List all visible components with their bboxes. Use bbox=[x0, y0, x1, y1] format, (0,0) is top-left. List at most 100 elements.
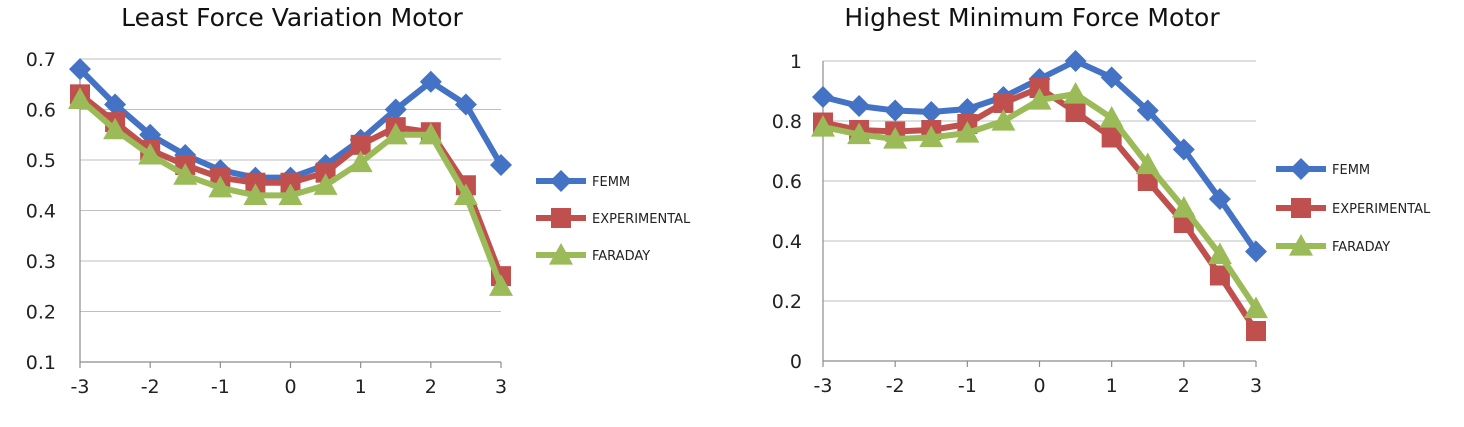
y-tick-label: 0.4 bbox=[772, 231, 802, 253]
data-point bbox=[1207, 242, 1232, 265]
data-point bbox=[955, 121, 980, 143]
legend-marker bbox=[551, 208, 571, 228]
legend-marker bbox=[1289, 234, 1313, 256]
data-point bbox=[1027, 88, 1052, 110]
x-tick-label: 1 bbox=[355, 376, 367, 398]
y-tick-label: 0.2 bbox=[26, 302, 56, 324]
data-point bbox=[847, 122, 872, 145]
legend-label: FARADAY bbox=[1332, 240, 1390, 255]
legend-entry: FEMM bbox=[536, 170, 630, 192]
data-point bbox=[348, 150, 373, 173]
y-tick-label: 0.8 bbox=[772, 111, 802, 133]
data-point bbox=[1101, 127, 1122, 148]
legend-entry: EXPERIMENTAL bbox=[536, 208, 691, 228]
chart-highest-minimum-force: Highest Minimum Force Motor 0 0.2 0.4 0.6 0.… bbox=[772, 3, 1431, 397]
legend-entry: EXPERIMENTAL bbox=[1276, 198, 1431, 218]
legend-entry: FEMM bbox=[1276, 158, 1370, 180]
data-point bbox=[208, 175, 233, 198]
data-point bbox=[920, 101, 943, 123]
y-tick-label: 0.3 bbox=[26, 251, 56, 273]
x-tick-label: -3 bbox=[71, 376, 90, 398]
data-point bbox=[383, 122, 408, 145]
data-point bbox=[313, 173, 338, 195]
data-point bbox=[884, 99, 907, 122]
legend-marker bbox=[1290, 158, 1312, 180]
data-point bbox=[68, 87, 92, 109]
data-point bbox=[454, 93, 477, 116]
data-point bbox=[69, 58, 91, 81]
data-point bbox=[993, 93, 1014, 113]
x-tick-label: 0 bbox=[284, 376, 296, 398]
series-faraday bbox=[68, 87, 513, 296]
data-point bbox=[991, 109, 1016, 131]
data-point bbox=[1245, 240, 1267, 263]
legend-label: EXPERIMENTAL bbox=[592, 212, 691, 227]
data-point bbox=[1099, 106, 1124, 128]
y-tick-label: 0.6 bbox=[26, 100, 56, 122]
legend-marker bbox=[549, 243, 573, 265]
y-tick-label: 0.6 bbox=[772, 171, 802, 193]
x-tick-label: -1 bbox=[211, 376, 230, 398]
legend-entry: FARADAY bbox=[1276, 234, 1390, 256]
data-point bbox=[245, 172, 266, 193]
x-tick-label: 0 bbox=[1033, 375, 1045, 397]
data-point bbox=[350, 134, 371, 155]
legend-entry: FARADAY bbox=[536, 243, 650, 265]
data-point bbox=[1064, 50, 1087, 72]
y-tick-label: 1 bbox=[790, 51, 802, 73]
y-tick-label: 0.2 bbox=[772, 291, 802, 313]
x-tick-label: -2 bbox=[141, 376, 160, 398]
chart-title: Least Force Variation Motor bbox=[121, 3, 463, 32]
data-point bbox=[419, 70, 442, 93]
x-tick-label: -1 bbox=[958, 375, 977, 397]
legend-label: FARADAY bbox=[592, 249, 650, 264]
chart-least-force-variation: Least Force Variation Motor 0.1 0.2 0.3 0.4… bbox=[26, 3, 691, 398]
data-point bbox=[138, 142, 163, 165]
data-point bbox=[1244, 296, 1268, 319]
data-point bbox=[811, 115, 835, 137]
series-femm bbox=[69, 58, 512, 189]
data-point bbox=[812, 86, 834, 108]
data-point bbox=[278, 183, 303, 205]
y-tick-label: 0 bbox=[790, 351, 802, 373]
legend-label: FEMM bbox=[592, 175, 630, 190]
data-point bbox=[103, 117, 128, 140]
data-point bbox=[1171, 196, 1196, 218]
x-tick-label: -2 bbox=[886, 375, 905, 397]
data-point bbox=[1246, 321, 1266, 341]
data-point bbox=[418, 122, 443, 145]
y-tick-label: 0.1 bbox=[26, 352, 56, 374]
x-tick-label: 1 bbox=[1106, 375, 1118, 397]
data-point bbox=[1135, 152, 1160, 175]
y-tick-label: 0.7 bbox=[26, 49, 56, 71]
series-experimental bbox=[813, 78, 1266, 341]
x-tick-label: 3 bbox=[1250, 375, 1262, 397]
data-point bbox=[315, 162, 336, 183]
data-point bbox=[490, 154, 512, 177]
data-point bbox=[280, 172, 301, 193]
y-tick-label: 0.5 bbox=[26, 150, 56, 172]
x-tick-label: 3 bbox=[495, 376, 507, 398]
data-point bbox=[919, 125, 944, 148]
data-point bbox=[1100, 66, 1123, 89]
legend-marker bbox=[1291, 198, 1311, 218]
data-point bbox=[883, 127, 908, 149]
y-tick-label: 0.4 bbox=[26, 201, 56, 223]
data-point bbox=[1209, 265, 1230, 286]
x-tick-label: 2 bbox=[1178, 375, 1190, 397]
data-point bbox=[848, 95, 871, 117]
x-tick-label: -3 bbox=[814, 375, 833, 397]
data-point bbox=[1065, 102, 1086, 122]
x-tick-label: 2 bbox=[425, 376, 437, 398]
chart-title: Highest Minimum Force Motor bbox=[844, 3, 1220, 32]
data-point bbox=[453, 183, 478, 205]
data-point bbox=[1063, 82, 1088, 104]
data-point bbox=[104, 93, 127, 116]
data-point bbox=[1172, 138, 1195, 161]
series-faraday bbox=[811, 82, 1268, 319]
data-point bbox=[384, 98, 407, 121]
legend-marker bbox=[550, 170, 572, 192]
legend-label: FEMM bbox=[1332, 163, 1370, 178]
data-point bbox=[243, 183, 268, 205]
